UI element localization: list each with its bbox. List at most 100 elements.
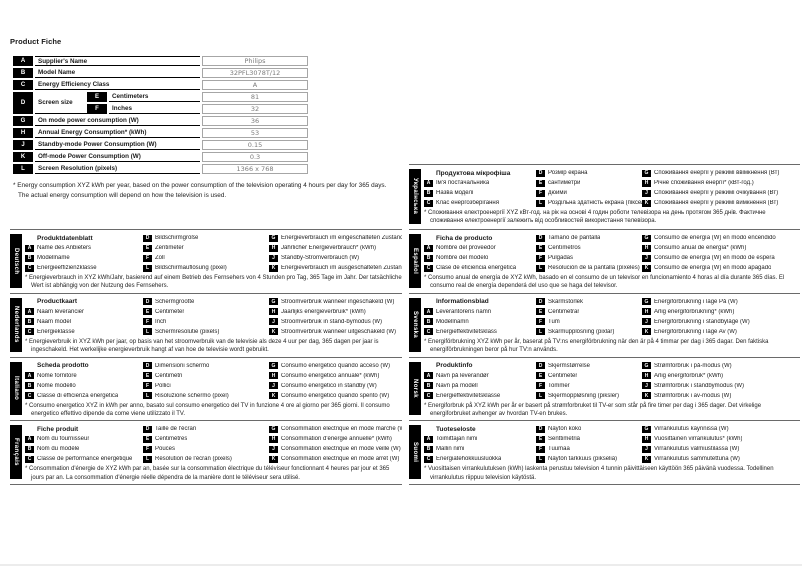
section-body: Produktinfo A Navn på leverandør B Navn på m… [424,361,800,419]
item-letter-badge: E [143,372,152,380]
section-item: G Energieverbrauch im eingeschalteten Zus… [269,233,402,243]
item-letter-badge: F [143,254,152,262]
section-item: A Ім'я постачальника [424,178,536,188]
item-letter-badge: H [642,372,651,380]
row-letter-badge: F [87,104,107,114]
language-bar: Українська [409,169,421,224]
item-label: Consommation électrique en mode veille (… [281,446,401,453]
item-label: Modellnamn [436,318,469,325]
item-letter-badge: J [269,318,278,326]
language-bar: Deutsch [10,234,22,288]
item-letter-badge: B [424,382,433,390]
item-letter-badge: E [143,435,152,443]
section-item: K Virrankulutus sammutettuna (W) [642,454,800,464]
section-item: G Consumo de energía (W) en modo encendid… [642,233,800,243]
section-item: J Energiförbrukning i standbyläge (W) [642,317,800,327]
language-section-deutsch: Deutsch Produktdatenblatt A Name des Anbiet… [10,229,402,293]
item-label: Consumo de energía (W) en modo apagado [654,265,772,271]
table-footnote: * Energy consumption XYZ kWh per year, b… [13,181,493,200]
section-grid: Informationsblad A Leverantörens namn B Mode… [424,297,800,337]
section-grid: Scheda prodotto A Nome fornitore B Nome mode… [25,361,402,401]
item-label: Energiatehokkuusluokka [436,456,502,463]
item-label: Strømforbruk i av-modus (W) [654,392,732,399]
section-item: C Energieeffizienzklasse [25,263,143,273]
item-letter-badge: B [424,318,433,326]
item-label: Standby-Stromverbrauch (W) [281,255,360,261]
section-title: Scheda prodotto [37,362,89,370]
page-title: Product Fiche [10,37,62,46]
item-label: Energieverbrauch im ausgeschalteten Zust… [281,265,402,271]
item-letter-badge: G [642,362,651,370]
item-label: Zoll [155,255,165,261]
item-label: Споживання енергії у режимі ввімкнення (… [654,170,780,176]
language-section-français: Français Fiche produit A Nom du fournisseur… [10,420,402,486]
section-column: Fiche produit A Nom du fournisseur B Nom du … [25,424,143,464]
section-item: H Consommation d'énergie annuelle* (kWh) [269,434,402,444]
item-label: Senttimetriä [548,436,581,443]
table-footnote-line2: The actual energy consumption will depen… [18,191,227,199]
row-value: 81 [202,92,308,102]
section-item: J Strømforbruk i standbymodus (W) [642,381,800,391]
section-item: B Mallin nimi [424,444,536,454]
section-item: E Centimetrar [536,307,642,317]
item-label: Dimensioni schermo [155,362,210,369]
section-item: E Centimètres [143,434,269,444]
section-item: B Naam model [25,317,143,327]
item-letter-badge: G [269,362,278,370]
table-row: G On mode power consumption (W) 36 [13,116,308,126]
row-label: Centimeters [109,92,200,102]
item-letter-badge: F [143,445,152,453]
section-column: G Stroomverbruik wanneer ingeschakeld (W)… [269,297,402,337]
section-item: H Jaarlijks energieverbruik* (kWh) [269,307,402,317]
language-bar: Italiano [10,361,22,416]
section-item: L Schermresolutie (pixels) [143,327,269,337]
section-column: Scheda prodotto A Nome fornitore B Nome mode… [25,361,143,401]
section-item: B Modellname [25,253,143,263]
row-letter-badge: K [13,152,33,162]
section-column: G Strømforbruk i på-modus (W) H Årlig energ… [642,361,800,401]
item-label: Consumo de energía (W) en modo de espera [654,255,775,261]
item-label: Nome fornitore [37,372,77,379]
row-value: 0.15 [202,140,308,150]
item-label: Bildschirmgröße [155,235,199,241]
section-item: B Nombre del modelo [424,253,536,263]
section-item: J Consommation électrique en mode veille … [269,444,402,454]
item-letter-badge: H [642,435,651,443]
section-item: E Senttimetriä [536,434,642,444]
section-column: Productkaart A Naam leverancier B Naam model… [25,297,143,337]
section-grid: Fiche produit A Nom du fournisseur B Nom du … [25,424,402,464]
section-item: B Navn på modell [424,381,536,391]
item-label: Centimetri [155,372,183,379]
section-item: D Tamaño de pantalla [536,233,642,243]
item-letter-badge: D [536,234,545,242]
section-item: B Nome modello [25,381,143,391]
item-label: Річне споживання енергії* (кВт-год.) [654,180,754,186]
section-item: C Energieffektivitetsklass [424,327,536,337]
item-letter-badge: B [25,382,34,390]
section-column: Tuoteseloste A Toimittajan nimi B Mallin nim… [424,424,536,464]
item-label: Nombre del modelo [436,255,489,261]
section-item: K Consumo energetico quando spento (W) [269,391,402,401]
item-label: Naam model [37,318,72,325]
item-letter-badge: K [269,264,278,272]
language-section-español: Español Ficha de producto A Nombre del prov… [409,229,800,293]
item-letter-badge: C [25,392,34,400]
item-label: Centimeter [155,308,185,315]
item-label: Pouces [155,446,176,453]
item-label: Årlig energiforbruk* (kWh) [654,372,724,379]
language-bar: Norsk [409,361,421,416]
section-body: Informationsblad A Leverantörens namn B Mode… [424,297,800,355]
item-letter-badge: G [269,234,278,242]
item-letter-badge: J [269,254,278,262]
item-letter-badge: D [536,425,545,433]
item-label: Strømforbruk i standbymodus (W) [654,382,745,389]
item-letter-badge: J [269,445,278,453]
item-letter-badge: K [642,264,651,272]
section-item: L Näytön tarkkuus (pikseliä) [536,454,642,464]
item-letter-badge: K [642,455,651,463]
language-column-right: Українська Продуктова мікрофіша A Ім'я пост… [409,164,800,486]
item-label: Energieverbrauch im eingeschalteten Zust… [281,235,402,241]
table-row: J Standby-mode Power Consumption (W) 0.15 [13,140,308,150]
section-column: D Bildschirmgröße E Zentimeter F Zoll L Bildsch… [143,233,269,273]
section-item: E Zentimeter [143,243,269,253]
